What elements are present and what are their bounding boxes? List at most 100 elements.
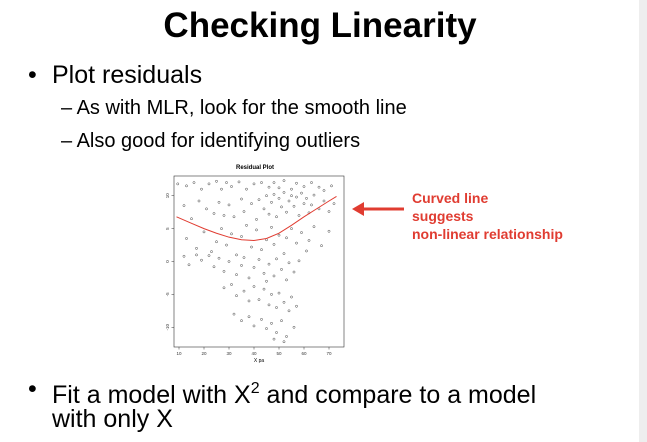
annotation-line: Curved line [412, 190, 489, 206]
scatter-point [260, 318, 263, 321]
scatter-point [272, 337, 276, 341]
scatter-point [235, 294, 238, 298]
scatter-point [240, 235, 243, 238]
scatter-point [305, 197, 308, 200]
scatter-point [290, 187, 293, 191]
scatter-point [272, 274, 276, 278]
scatter-point [275, 331, 278, 334]
scatter-point [330, 184, 333, 188]
scatter-point [305, 249, 308, 253]
scatter-point [257, 258, 261, 261]
scatter-point [222, 214, 226, 217]
scatter-point [332, 202, 336, 205]
bullet-text: Plot residuals [52, 61, 203, 89]
scatter-point [250, 245, 253, 249]
scatter-point [302, 185, 306, 188]
scatter-point [282, 179, 286, 182]
scatter-point [265, 327, 268, 330]
scatter-point [210, 250, 213, 253]
scatter-point [242, 289, 246, 293]
scatter-point [287, 309, 291, 313]
scatter-point [230, 283, 233, 286]
scatter-point [227, 260, 231, 263]
residual-plot-svg: Residual Plot 10 20 30 40 50 60 70 -10 -5 0 5 10 X… [165, 165, 345, 364]
scatter-point [272, 243, 276, 246]
scatter-point [277, 291, 281, 295]
y-tick-label: -10 [165, 324, 170, 331]
x-tick-label: 50 [276, 351, 282, 356]
scatter-point [182, 204, 186, 207]
scatter-point [207, 254, 211, 257]
scatter-point [267, 303, 271, 307]
arrow-left-icon [352, 202, 404, 216]
scatter-point [272, 181, 276, 184]
scatter-point [176, 182, 180, 186]
x-tick-label: 10 [176, 351, 182, 356]
scatter-point [232, 312, 236, 316]
plot-title: Residual Plot [236, 165, 274, 171]
scatter-point [312, 193, 316, 197]
scatter-point [295, 241, 298, 245]
scatter-point [275, 306, 278, 309]
scatter-point [280, 268, 283, 271]
scatter-point [282, 340, 286, 344]
scatter-point [285, 236, 288, 240]
y-tick-label: 5 [165, 227, 170, 230]
y-tick-label: 0 [165, 260, 170, 263]
scatter-point [265, 194, 268, 198]
bullet-plot-residuals: • Plot residuals [28, 61, 203, 89]
scatter-point [320, 244, 323, 248]
bullet-dot-icon: • [28, 61, 37, 89]
scatter-point [225, 243, 228, 247]
bullet-fit-model: • Fit a model with X2 and compare to a m… [28, 375, 536, 409]
scatter-point [262, 207, 266, 211]
scatter-point [270, 293, 273, 296]
annotation-line: non-linear relationship [412, 226, 563, 242]
scatter-point [195, 253, 198, 257]
bullet-text-part1: Fit a model with X [52, 381, 251, 409]
scatter-point [250, 202, 253, 205]
slide-title: Checking Linearity [163, 6, 477, 45]
scatter-point [212, 265, 216, 269]
scatter-point [217, 256, 221, 260]
scatter-point [300, 191, 303, 195]
scatter-point [327, 229, 331, 233]
scatter-point [245, 187, 248, 191]
scatter-point [270, 321, 273, 325]
scatter-point [212, 212, 216, 215]
scatter-point [290, 227, 293, 230]
bullet-fit-model-line2: with only X [52, 405, 173, 433]
x-axis-label: X pa [254, 358, 265, 364]
scatter-point [277, 233, 281, 237]
scatter-point [225, 181, 228, 184]
scatter-point [197, 199, 201, 203]
scatter-point [230, 232, 233, 236]
scatter-point [292, 204, 296, 208]
scatter-point [207, 182, 211, 186]
scatter-point [310, 181, 313, 184]
x-axis-ticks: 10 20 30 40 50 60 70 [176, 347, 332, 356]
scatter-point [295, 304, 298, 308]
scatter-point [310, 203, 313, 207]
scatter-point [220, 187, 223, 191]
scatter-point [252, 182, 256, 186]
scatter-point [195, 247, 198, 250]
scatter-point [270, 200, 273, 204]
scatter-point [222, 286, 226, 290]
y-axis-ticks: -10 -5 0 5 10 [165, 193, 174, 331]
residual-plot: Residual Plot 10 20 30 40 50 60 70 -10 -5 0 5 10 X… [160, 160, 350, 366]
scatter-point [265, 279, 268, 283]
scatter-point [242, 256, 246, 259]
scatter-point [252, 324, 256, 328]
scatter-point [200, 187, 203, 191]
scatter-point [280, 319, 283, 323]
scatter-point [252, 285, 256, 288]
scatter-point [205, 207, 208, 211]
scatter-point [187, 263, 191, 267]
annotation-text: Curved line suggests non-linear relation… [412, 189, 563, 243]
scatter-point [280, 205, 283, 209]
superscript-two: 2 [250, 380, 260, 397]
scatter-point [267, 262, 271, 266]
scatter-point [255, 218, 258, 221]
scatter-point [237, 180, 241, 184]
